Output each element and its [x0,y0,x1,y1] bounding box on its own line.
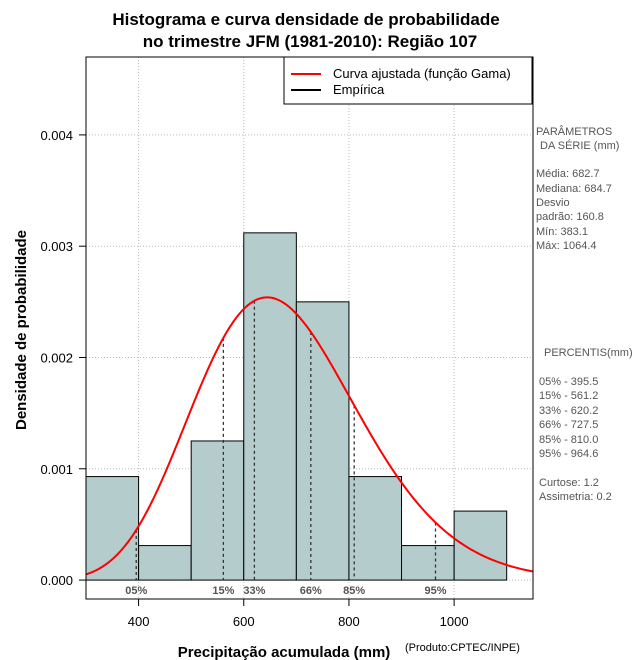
legend-curve-label: Curva ajustada (função Gama) [333,66,511,81]
y-axis-label: Densidade de probabilidade [13,230,30,430]
histogram-bar [138,545,192,581]
percentis-line-33: 33% - 620.2 [539,405,598,417]
histogram-bars [85,232,508,581]
percentile-label: 05% [125,585,147,597]
x-tick-label: 1000 [440,614,469,629]
y-tick-label: 0.000 [40,573,73,588]
stats-line-max: Máx: 1064.4 [536,240,597,252]
x-tick-label: 800 [338,614,360,629]
y-axis: 0.000 0.001 0.002 0.003 0.004 [40,128,86,588]
histogram-bar [348,476,403,581]
percentis-heading: PERCENTIS(mm) [544,347,633,359]
stats-line-stddev: padrão: 160.8 [536,211,604,223]
histogram-bar [295,301,350,581]
histogram-bar [453,510,508,581]
percentile-markers: 05% 15% 33% 66% 85% 95% [125,300,447,597]
x-axis: 400 600 800 1000 [128,599,469,629]
y-tick-label: 0.001 [40,462,73,477]
stats-heading-2: DA SÉRIE (mm) [540,139,619,152]
percentile-label: 66% [300,585,322,597]
legend-empirical-label: Empírica [333,82,385,97]
percentis-line-66: 66% - 727.5 [539,419,598,431]
percentis-line-85: 85% - 810.0 [539,434,598,446]
stats-heading-1: PARÂMETROS [536,125,612,138]
gamma-curve-layer [85,296,534,576]
y-tick-label: 0.003 [40,239,73,254]
percentis-line-15: 15% - 561.2 [539,390,598,402]
histogram-bar [85,476,140,581]
stats-panel: PARÂMETROS DA SÉRIE (mm) Média: 682.7 Me… [536,125,619,252]
stats-line-min: Mín: 383.1 [536,226,588,238]
percentile-label: 33% [243,585,265,597]
legend-box [283,56,533,105]
y-tick-label: 0.002 [40,350,73,365]
stats-line-desvio: Desvio [536,197,570,209]
percentis-panel: PERCENTIS(mm) 05% - 395.5 15% - 561.2 33… [539,347,633,503]
percentile-label: 15% [212,585,234,597]
x-tick-label: 400 [128,614,150,629]
histogram-bar [243,232,297,581]
percentile-label: 85% [343,585,365,597]
histogram-bar [401,545,455,581]
chart-title-line1: Histograma e curva densidade de probabil… [112,10,499,29]
percentis-line-95: 95% - 964.6 [539,448,598,460]
stats-line-mean: Média: 682.7 [536,168,600,180]
legend: Curva ajustada (função Gama) Empírica [283,56,533,105]
stats-line-median: Mediana: 684.7 [536,183,612,195]
x-axis-label: Precipitação acumulada (mm) [178,644,391,660]
skewness-line: Assimetria: 0.2 [539,491,612,503]
kurtosis-line: Curtose: 1.2 [539,477,599,489]
chart-title-line2: no trimestre JFM (1981-2010): Região 107 [143,32,477,51]
y-tick-label: 0.004 [40,128,73,143]
percentis-line-05: 05% - 395.5 [539,376,598,388]
gamma-curve [85,296,534,576]
credit-text: (Produto:CPTEC/INPE) [405,642,520,654]
x-tick-label: 600 [233,614,255,629]
percentile-label: 95% [424,585,446,597]
histogram-bar [190,440,245,581]
